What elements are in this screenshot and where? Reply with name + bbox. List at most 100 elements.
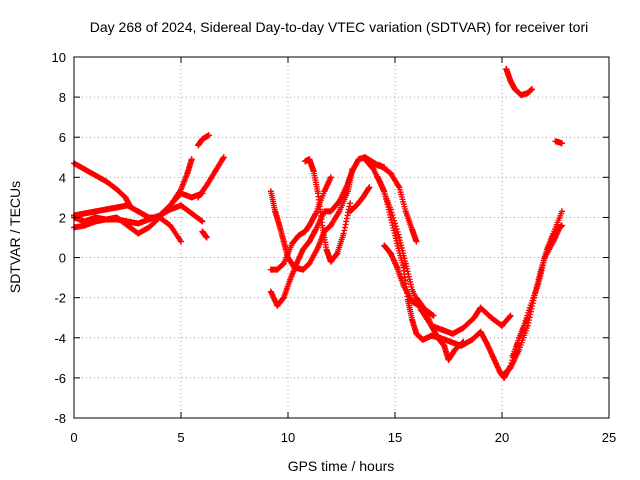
y-tick-label: -8 — [54, 411, 66, 426]
data-point — [184, 170, 191, 177]
chart-title: Day 268 of 2024, Sidereal Day-to-day VTE… — [90, 19, 589, 35]
data-point-markers — [552, 138, 565, 147]
data-track — [71, 160, 133, 209]
data-point — [195, 194, 202, 201]
data-point — [477, 304, 484, 311]
data-point — [274, 266, 281, 273]
data-point — [336, 208, 343, 215]
data-point — [92, 172, 99, 179]
data-point — [203, 182, 210, 189]
data-point — [178, 238, 184, 245]
data-point — [92, 214, 99, 221]
data-point — [321, 188, 328, 195]
data-point — [460, 338, 467, 345]
data-track — [267, 166, 356, 273]
x-tick-label: 15 — [388, 430, 402, 445]
data-point — [490, 354, 497, 361]
data-point — [220, 154, 227, 161]
data-point — [387, 214, 394, 221]
data-point — [321, 208, 328, 215]
data-point — [396, 234, 403, 241]
data-point — [541, 254, 548, 261]
data-point — [145, 216, 152, 223]
y-tick-label: -2 — [54, 291, 66, 306]
data-point-markers — [199, 228, 210, 241]
data-point — [267, 188, 274, 195]
data-point — [387, 250, 394, 257]
data-point — [400, 282, 407, 289]
data-point — [113, 216, 120, 223]
data-point — [203, 234, 210, 241]
data-point — [347, 200, 354, 207]
data-point — [554, 226, 561, 233]
x-tick-label: 0 — [70, 430, 77, 445]
data-point — [327, 258, 334, 265]
data-point — [359, 194, 366, 201]
y-tick-label: -6 — [54, 371, 66, 386]
data-point — [477, 328, 484, 335]
data-point — [81, 166, 88, 173]
data-point — [156, 212, 163, 219]
data-point — [353, 202, 360, 209]
data-point — [409, 286, 416, 293]
x-tick-label: 10 — [281, 430, 295, 445]
data-point — [347, 208, 354, 215]
data-point — [306, 238, 313, 245]
data-point — [103, 178, 110, 185]
y-tick-label: 6 — [59, 130, 66, 145]
data-point — [103, 216, 110, 223]
data-point — [340, 230, 347, 237]
data-point — [267, 266, 274, 273]
data-point — [451, 346, 458, 353]
data-point — [287, 276, 294, 283]
data-point — [336, 198, 343, 205]
data-point-markers — [71, 160, 133, 209]
data-track — [195, 132, 212, 149]
data-point — [167, 202, 174, 209]
data-point — [135, 220, 142, 227]
data-point — [314, 244, 321, 251]
data-point — [188, 156, 195, 163]
y-tick-label: 2 — [59, 210, 66, 225]
data-point — [280, 238, 287, 245]
data-point — [396, 184, 403, 191]
y-tick-label: 4 — [59, 170, 66, 185]
data-point — [471, 314, 478, 321]
data-point — [135, 230, 142, 237]
data-point — [199, 136, 206, 143]
data-track — [267, 174, 334, 273]
data-point — [212, 168, 219, 175]
data-point — [439, 326, 446, 333]
data-point — [469, 336, 476, 343]
data-track — [302, 156, 354, 265]
data-point — [402, 208, 409, 215]
data-point — [349, 168, 356, 175]
data-point — [81, 210, 88, 217]
x-tick-label: 20 — [495, 430, 509, 445]
data-point — [344, 180, 351, 187]
data-point — [501, 370, 508, 377]
data-point — [496, 368, 503, 375]
data-point — [280, 294, 287, 301]
data-point-markers — [509, 224, 563, 359]
data-point — [302, 228, 309, 235]
data-point — [362, 156, 369, 163]
data-point — [552, 138, 559, 145]
data-point — [449, 330, 456, 337]
data-point — [205, 132, 212, 139]
plot-frame — [73, 56, 610, 419]
data-point — [550, 238, 557, 245]
data-point — [558, 140, 565, 147]
data-point — [377, 162, 384, 169]
data-point — [145, 224, 152, 231]
y-tick-label: 0 — [59, 251, 66, 266]
data-point — [312, 226, 319, 233]
data-point — [295, 232, 302, 239]
data-point — [188, 194, 195, 201]
data-point — [274, 302, 281, 309]
data-point — [366, 160, 373, 167]
data-point — [507, 312, 514, 319]
data-point — [507, 78, 514, 85]
data-point — [503, 66, 510, 73]
